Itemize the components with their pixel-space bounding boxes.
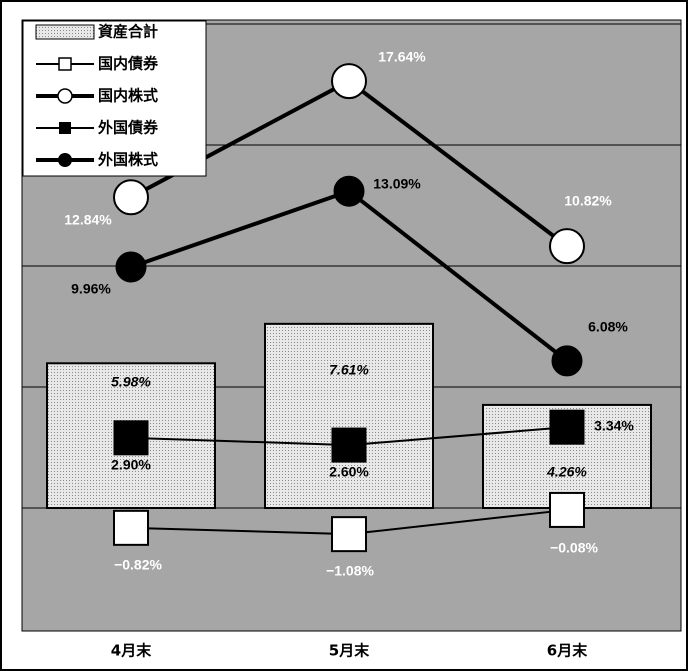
data-label-domestic-bonds: −0.82% <box>114 557 162 573</box>
marker-domestic-bonds <box>113 509 149 546</box>
legend-entry-label: 外国株式 <box>97 151 158 169</box>
marker-domestic-stocks <box>549 228 585 265</box>
data-label-foreign-stocks: 6.08% <box>588 319 628 335</box>
marker-foreign-stocks <box>115 251 147 283</box>
bar-total-assets <box>264 322 434 510</box>
data-label-foreign-bonds: 2.60% <box>329 464 369 480</box>
marker-domestic-stocks <box>113 179 149 216</box>
legend-marker <box>59 122 71 134</box>
data-label-total-assets: 7.61% <box>329 362 369 378</box>
legend-marker <box>57 88 73 104</box>
marker-domestic-bonds <box>331 516 367 553</box>
marker-domestic-bonds <box>549 491 585 528</box>
legend-entry-label: 国内債券 <box>98 55 159 73</box>
data-label-foreign-stocks: 9.96% <box>71 281 111 297</box>
x-tick-label: 4月末 <box>111 642 152 660</box>
data-label-foreign-bonds: 3.34% <box>594 418 634 434</box>
marker-domestic-stocks <box>331 63 367 100</box>
data-label-domestic-stocks: 12.84% <box>64 212 112 228</box>
legend-swatch-total-assets <box>35 24 95 40</box>
marker-foreign-bonds <box>549 409 585 445</box>
data-label-domestic-stocks: 10.82% <box>564 193 612 209</box>
data-label-total-assets: 4.26% <box>546 464 587 480</box>
series-markers <box>113 63 585 553</box>
data-label-foreign-stocks: 13.09% <box>373 176 421 192</box>
legend-box <box>22 20 207 177</box>
data-label-domestic-stocks: 17.64% <box>378 49 426 65</box>
data-label-domestic-bonds: −0.08% <box>550 540 598 556</box>
legend-entry-label: 外国債券 <box>97 119 159 137</box>
marker-foreign-bonds <box>331 427 367 463</box>
bars <box>46 322 652 510</box>
data-label-total-assets: 5.98% <box>111 374 151 390</box>
data-labels: 5.98% 7.61% 4.26% 12.84% 17.64% 10.82% 9.96% 13… <box>64 49 634 579</box>
marker-foreign-stocks <box>333 175 365 207</box>
legend-entry-label: 資産合計 <box>98 23 158 41</box>
marker-foreign-stocks <box>551 345 583 377</box>
marker-foreign-bonds <box>113 420 149 456</box>
data-label-foreign-bonds: 2.90% <box>111 457 151 473</box>
x-tick-label: 5月末 <box>329 642 370 660</box>
data-label-domestic-bonds: −1.08% <box>326 563 374 579</box>
legend-marker <box>58 153 72 167</box>
x-tick-label: 6月末 <box>547 642 588 660</box>
legend-marker <box>58 57 72 71</box>
x-tick-labels: 4月末 5月末 6月末 <box>111 642 588 660</box>
legend-entry-label: 国内株式 <box>98 87 158 105</box>
